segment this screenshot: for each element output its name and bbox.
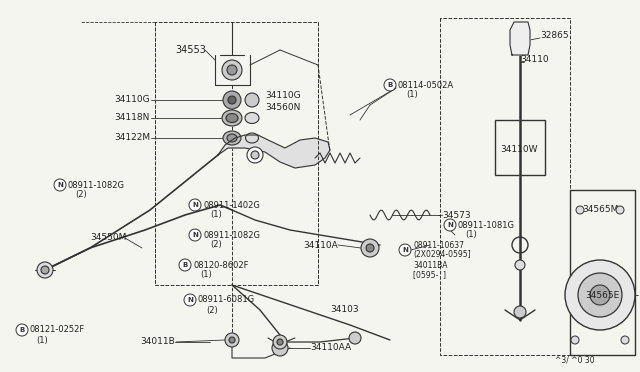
Circle shape — [227, 65, 237, 75]
Text: 08911-1082G: 08911-1082G — [203, 231, 260, 240]
Circle shape — [179, 259, 191, 271]
Circle shape — [399, 244, 411, 256]
Bar — [495, 120, 545, 175]
Circle shape — [366, 244, 374, 252]
Circle shape — [444, 219, 456, 231]
Circle shape — [189, 229, 201, 241]
Text: N: N — [192, 202, 198, 208]
Circle shape — [273, 335, 287, 349]
Text: 34560N: 34560N — [265, 103, 300, 112]
Text: 08911-10637: 08911-10637 — [413, 241, 464, 250]
Circle shape — [229, 337, 235, 343]
Ellipse shape — [222, 110, 242, 126]
Text: (2): (2) — [210, 241, 221, 250]
Text: 34118N: 34118N — [115, 113, 150, 122]
Text: B: B — [19, 327, 24, 333]
Text: (1): (1) — [36, 336, 48, 344]
Text: (1): (1) — [200, 270, 212, 279]
Ellipse shape — [246, 133, 259, 143]
Circle shape — [223, 91, 241, 109]
Circle shape — [515, 260, 525, 270]
Text: 34110W: 34110W — [500, 145, 538, 154]
Circle shape — [222, 60, 242, 80]
Circle shape — [41, 266, 49, 274]
Circle shape — [349, 332, 361, 344]
Text: ^3/ ^0 30: ^3/ ^0 30 — [555, 356, 595, 365]
Circle shape — [361, 239, 379, 257]
Text: (1): (1) — [406, 90, 418, 99]
Text: 08114-0502A: 08114-0502A — [398, 80, 454, 90]
Circle shape — [616, 206, 624, 214]
Circle shape — [245, 93, 259, 107]
Polygon shape — [218, 135, 330, 168]
Text: 34550M: 34550M — [90, 234, 126, 243]
Ellipse shape — [223, 131, 241, 145]
Text: 34011BA: 34011BA — [413, 260, 447, 269]
Text: 34573: 34573 — [442, 211, 470, 219]
Text: [0595-  ]: [0595- ] — [413, 270, 446, 279]
Text: 08911-1402G: 08911-1402G — [203, 201, 260, 209]
Text: 34103: 34103 — [330, 305, 358, 314]
Text: 34553: 34553 — [175, 45, 206, 55]
Circle shape — [272, 340, 288, 356]
Text: 34011B: 34011B — [140, 337, 175, 346]
Text: (1): (1) — [465, 231, 477, 240]
Circle shape — [565, 260, 635, 330]
Circle shape — [384, 79, 396, 91]
Circle shape — [228, 96, 236, 104]
Circle shape — [621, 336, 629, 344]
Text: (2): (2) — [75, 190, 87, 199]
Ellipse shape — [245, 112, 259, 124]
Text: 34110: 34110 — [520, 55, 548, 64]
Text: 34565E: 34565E — [585, 291, 620, 299]
Text: 08120-8602F: 08120-8602F — [193, 260, 248, 269]
Circle shape — [37, 262, 53, 278]
Text: (2X0294-0595]: (2X0294-0595] — [413, 250, 470, 260]
Text: (1): (1) — [210, 211, 221, 219]
Circle shape — [590, 285, 610, 305]
Text: N: N — [192, 232, 198, 238]
Text: N: N — [447, 222, 453, 228]
Text: 08911-1081G: 08911-1081G — [458, 221, 515, 230]
Circle shape — [571, 336, 579, 344]
Circle shape — [247, 147, 263, 163]
Circle shape — [514, 306, 526, 318]
Circle shape — [54, 179, 66, 191]
Text: 34110A: 34110A — [303, 241, 338, 250]
Text: N: N — [57, 182, 63, 188]
Circle shape — [578, 273, 622, 317]
Circle shape — [16, 324, 28, 336]
Text: 32865: 32865 — [540, 31, 568, 39]
Text: (2): (2) — [206, 305, 218, 314]
Text: N: N — [187, 297, 193, 303]
Text: 08911-6081G: 08911-6081G — [198, 295, 255, 305]
Text: 34110G: 34110G — [115, 96, 150, 105]
Circle shape — [189, 199, 201, 211]
Circle shape — [576, 206, 584, 214]
Text: 34110AA: 34110AA — [310, 343, 351, 353]
Text: 34122M: 34122M — [114, 134, 150, 142]
Circle shape — [225, 333, 239, 347]
Text: N: N — [402, 247, 408, 253]
Polygon shape — [510, 22, 530, 55]
Ellipse shape — [227, 134, 237, 142]
Circle shape — [184, 294, 196, 306]
Text: B: B — [182, 262, 188, 268]
Circle shape — [277, 339, 283, 345]
Text: 34565M: 34565M — [582, 205, 618, 215]
Ellipse shape — [226, 113, 238, 122]
Text: B: B — [387, 82, 392, 88]
Circle shape — [251, 151, 259, 159]
Text: 34110G: 34110G — [265, 90, 301, 99]
Text: 08121-0252F: 08121-0252F — [30, 326, 85, 334]
Text: 08911-1082G: 08911-1082G — [68, 180, 125, 189]
